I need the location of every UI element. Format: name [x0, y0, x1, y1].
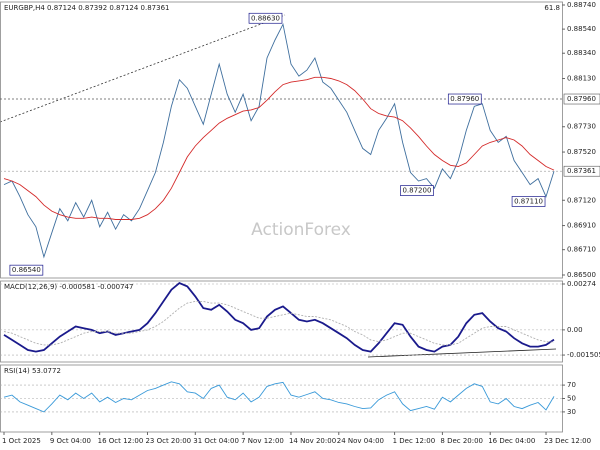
y-tick-label: 0.86500: [567, 271, 596, 279]
y-tick-label: 70: [567, 381, 576, 389]
y-tick-label: 0.86710: [567, 246, 596, 254]
level-box: [563, 165, 600, 177]
fib-label: 61.8: [544, 4, 560, 12]
x-tick-label: 16 Oct 12:00: [98, 437, 144, 445]
annotation-label: 0.87960: [450, 95, 479, 103]
y-tick-label: 0.87120: [567, 196, 596, 204]
x-tick-label: 14 Nov 20:00: [289, 437, 336, 445]
series-line: [3, 300, 555, 346]
x-tick-label: 1 Dec 12:00: [393, 437, 436, 445]
annotation-box: [248, 12, 283, 24]
y-tick-label: 0.00: [567, 326, 583, 334]
level-box: [563, 93, 600, 105]
x-tick-label: 24 Nov 04:00: [337, 437, 384, 445]
y-tick-label: 50: [567, 395, 576, 403]
macd-trend-line: [367, 348, 557, 358]
x-tick-label: 9 Oct 04:00: [50, 437, 91, 445]
panel-title: EURGBP,H4 0.87124 0.87392 0.87124 0.8736…: [4, 4, 170, 12]
series-line: [3, 22, 555, 259]
annotation-box: [400, 185, 434, 196]
x-tick-label: 31 Oct 04:00: [193, 437, 239, 445]
x-tick-label: 23 Oct 20:00: [145, 437, 191, 445]
annotation-label: 0.87110: [514, 197, 543, 205]
annotation-label: 0.87200: [402, 187, 431, 195]
annotation-box: [447, 93, 482, 105]
series-line: [3, 381, 555, 413]
y-tick-label: -0.001505: [567, 351, 600, 359]
annotation-box: [511, 196, 546, 207]
y-tick-label: 0.00274: [567, 280, 596, 288]
y-tick-label: 0.86910: [567, 222, 596, 230]
annotation-label: 0.88630: [251, 14, 280, 22]
level-label: 0.87361: [567, 167, 596, 175]
series-line: [3, 76, 555, 220]
y-tick-label: 0.87730: [567, 123, 596, 131]
annotation-box: [9, 264, 44, 276]
level-label: 0.87960: [567, 95, 596, 103]
y-tick-label: 30: [567, 408, 576, 416]
annotation-label: 0.86540: [12, 266, 41, 274]
x-tick-label: 8 Dec 20:00: [440, 437, 483, 445]
x-tick-label: 7 Nov 12:00: [241, 437, 284, 445]
y-tick-label: 0.88130: [567, 75, 596, 83]
trend-line: [0, 14, 286, 123]
y-tick-label: 0.88340: [567, 49, 596, 57]
watermark: ActionForex: [251, 220, 351, 240]
y-tick-label: 0.88540: [567, 25, 596, 33]
panel-frame: [0, 280, 563, 363]
panel-frame: [0, 1, 563, 279]
x-tick-label: 16 Dec 04:00: [488, 437, 535, 445]
panel-title: RSI(14) 53.0772: [4, 367, 61, 375]
y-tick-label: 0.87520: [567, 148, 596, 156]
x-tick-label: 1 Oct 2025: [2, 437, 41, 445]
x-tick-label: 23 Dec 12:00: [544, 437, 591, 445]
y-tick-label: 0.88740: [567, 1, 596, 9]
panel-title: MACD(12,26,9) -0.000581 -0.000747: [4, 283, 133, 291]
